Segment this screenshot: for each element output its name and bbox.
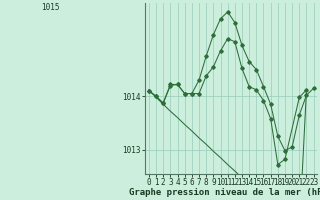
- Text: 1015: 1015: [41, 3, 59, 12]
- X-axis label: Graphe pression niveau de la mer (hPa): Graphe pression niveau de la mer (hPa): [129, 188, 320, 197]
